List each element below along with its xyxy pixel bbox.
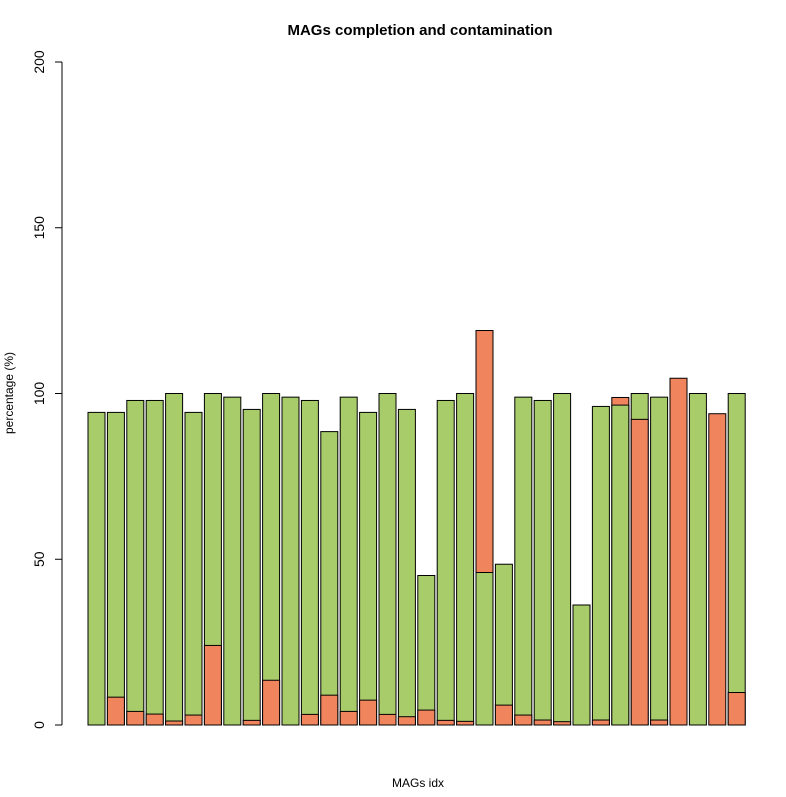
- contamination-bar: [397, 716, 416, 726]
- completion-bar: [533, 399, 552, 726]
- y-tick-label: 0: [31, 721, 47, 729]
- completion-bar: [553, 393, 572, 726]
- completion-bar: [397, 408, 416, 726]
- completion-bar: [223, 396, 242, 726]
- contamination-bar: [630, 418, 649, 726]
- contamination-bar: [165, 720, 184, 726]
- contamination-bar: [727, 692, 746, 726]
- contamination-bar: [106, 696, 125, 726]
- completion-bar: [514, 396, 533, 726]
- contamination-bar: [320, 694, 339, 726]
- contamination-bar: [184, 714, 203, 726]
- completion-bar: [378, 393, 397, 726]
- contamination-bar: [145, 713, 164, 726]
- completion-bar: [106, 411, 125, 726]
- completion-bar: [281, 396, 300, 726]
- y-axis: 0 50 100 150 200: [31, 50, 63, 729]
- contamination-bar: [456, 720, 475, 726]
- completion-bar: [611, 404, 630, 726]
- chart-title: MAGs completion and contamination: [287, 22, 552, 39]
- contamination-bar: [436, 719, 455, 726]
- contamination-bar: [300, 713, 319, 726]
- contamination-bar: [650, 719, 669, 726]
- completion-bar: [572, 604, 591, 726]
- contamination-bar: [553, 721, 572, 726]
- completion-bar: [320, 431, 339, 726]
- contamination-bar: [669, 377, 688, 726]
- y-tick-label: 200: [31, 50, 47, 74]
- completion-bar: [650, 396, 669, 726]
- completion-bar: [184, 411, 203, 726]
- contamination-bar: [126, 710, 145, 726]
- completion-bar: [339, 396, 358, 726]
- completion-bar: [688, 393, 707, 726]
- contamination-bar: [359, 699, 378, 726]
- contamination-bar: [242, 719, 261, 726]
- contamination-bar: [591, 719, 610, 726]
- completion-bar: [591, 405, 610, 726]
- contamination-bar: [708, 413, 727, 726]
- completion-bar: [87, 411, 106, 726]
- completion-bar: [727, 393, 746, 726]
- completion-bar: [262, 393, 281, 726]
- contamination-bar: [417, 709, 436, 726]
- completion-bar: [242, 408, 261, 726]
- completion-bar: [475, 572, 494, 726]
- y-axis-label: percentage (%): [2, 352, 16, 434]
- contamination-bar: [203, 644, 222, 726]
- x-axis-label: MAGs idx: [392, 776, 444, 790]
- completion-bar: [494, 563, 513, 726]
- y-tick-label: 50: [31, 551, 47, 567]
- completion-bar: [145, 399, 164, 726]
- y-tick-label: 100: [31, 382, 47, 406]
- contamination-bar: [339, 710, 358, 726]
- contamination-bar: [514, 714, 533, 726]
- bars-group: [87, 330, 746, 726]
- contamination-bar: [378, 713, 397, 726]
- completion-bar: [436, 399, 455, 726]
- completion-bar: [165, 393, 184, 726]
- y-tick-label: 150: [31, 216, 47, 240]
- completion-bar: [456, 393, 475, 726]
- completion-bar: [300, 399, 319, 726]
- contamination-bar: [533, 719, 552, 726]
- contamination-bar: [262, 679, 281, 726]
- completion-bar: [417, 574, 436, 726]
- completion-bar: [126, 399, 145, 726]
- completion-bar: [359, 411, 378, 726]
- contamination-bar: [494, 704, 513, 726]
